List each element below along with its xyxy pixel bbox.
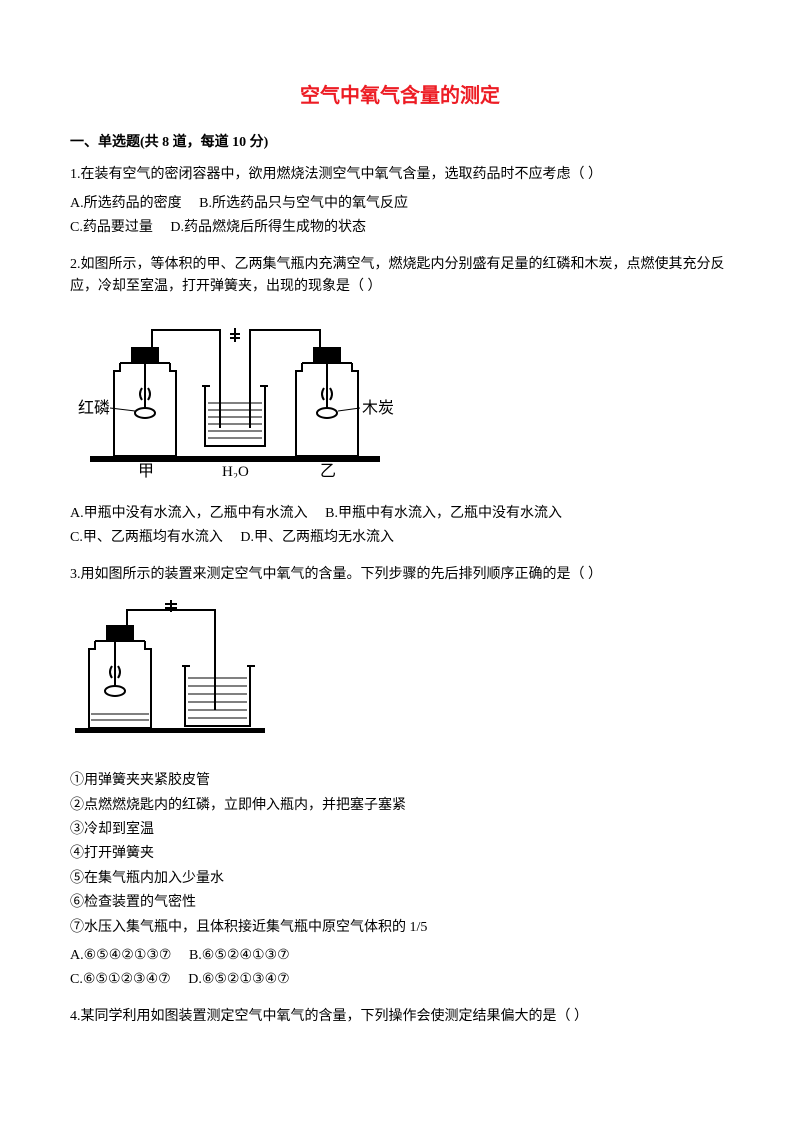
q3-options: A.⑥⑤④②①③⑦ B.⑥⑤②④①③⑦ C.⑥⑤①②③④⑦ D.⑥⑤②①③④⑦ (70, 945, 730, 992)
q1-options: A.所选药品的密度 B.所选药品只与空气中的氧气反应 C.药品要过量 D.药品燃… (70, 193, 730, 240)
q3-optB: B.⑥⑤②④①③⑦ (189, 948, 290, 963)
q2-options: A.甲瓶中没有水流入，乙瓶中有水流入 B.甲瓶中有水流入，乙瓶中没有水流入 C.… (70, 503, 730, 550)
q3-step2: ②点燃燃烧匙内的红磷，立即伸入瓶内，并把塞子塞紧 (70, 795, 730, 817)
q3-step6: ⑥检查装置的气密性 (70, 892, 730, 914)
q3-steps: ①用弹簧夹夹紧胶皮管 ②点燃燃烧匙内的红磷，立即伸入瓶内，并把塞子塞紧 ③冷却到… (70, 770, 730, 939)
q3-step1: ①用弹簧夹夹紧胶皮管 (70, 770, 730, 792)
q4-stem: 4.某同学利用如图装置测定空气中氧气的含量，下列操作会使测定结果偏大的是（ ） (70, 1006, 730, 1028)
q3-step4: ④打开弹簧夹 (70, 843, 730, 865)
apparatus-two-bottles-icon: 红磷 木炭 甲 H₂O 乙 (70, 308, 400, 478)
q1-optC: C.药品要过量 (70, 220, 153, 235)
q3-figure (70, 596, 730, 754)
q2-label-bottle-left: 甲 (138, 463, 154, 478)
q2-stem: 2.如图所示，等体积的甲、乙两集气瓶内充满空气，燃烧匙内分别盛有足量的红磷和木炭… (70, 254, 730, 299)
section-heading: 一、单选题(共 8 道，每道 10 分) (70, 132, 730, 154)
q3-optA: A.⑥⑤④②①③⑦ (70, 948, 171, 963)
doc-title: 空气中氧气含量的测定 (70, 80, 730, 112)
page-root: 空气中氧气含量的测定 一、单选题(共 8 道，每道 10 分) 1.在装有空气的… (0, 0, 800, 1074)
q1-optD: D.药品燃烧后所得生成物的状态 (170, 220, 366, 235)
q1-stem: 1.在装有空气的密闭容器中，欲用燃烧法测空气中氧气含量，选取药品时不应考虑（ ） (70, 164, 730, 186)
q3-step5: ⑤在集气瓶内加入少量水 (70, 868, 730, 890)
q1-optB: B.所选药品只与空气中的氧气反应 (199, 196, 408, 211)
q1-optA: A.所选药品的密度 (70, 196, 182, 211)
q2-optB: B.甲瓶中有水流入，乙瓶中没有水流入 (325, 506, 562, 521)
q2-label-bottle-right: 乙 (320, 463, 336, 478)
apparatus-single-bottle-icon (70, 596, 270, 746)
q3-step7: ⑦水压入集气瓶中，且体积接近集气瓶中原空气体积的 1/5 (70, 917, 730, 939)
q3-step3: ③冷却到室温 (70, 819, 730, 841)
q3-optD: D.⑥⑤②①③④⑦ (188, 972, 289, 987)
q2-optA: A.甲瓶中没有水流入，乙瓶中有水流入 (70, 506, 308, 521)
q3-stem: 3.用如图所示的装置来测定空气中氧气的含量。下列步骤的先后排列顺序正确的是（ ） (70, 564, 730, 586)
q2-label-left: 红磷 (78, 399, 110, 417)
q2-label-mid: H₂O (222, 464, 249, 478)
q2-figure: 红磷 木炭 甲 H₂O 乙 (70, 308, 730, 486)
q2-label-right: 木炭 (362, 399, 394, 417)
q2-optC: C.甲、乙两瓶均有水流入 (70, 530, 223, 545)
q2-optD: D.甲、乙两瓶均无水流入 (240, 530, 394, 545)
q3-optC: C.⑥⑤①②③④⑦ (70, 972, 171, 987)
